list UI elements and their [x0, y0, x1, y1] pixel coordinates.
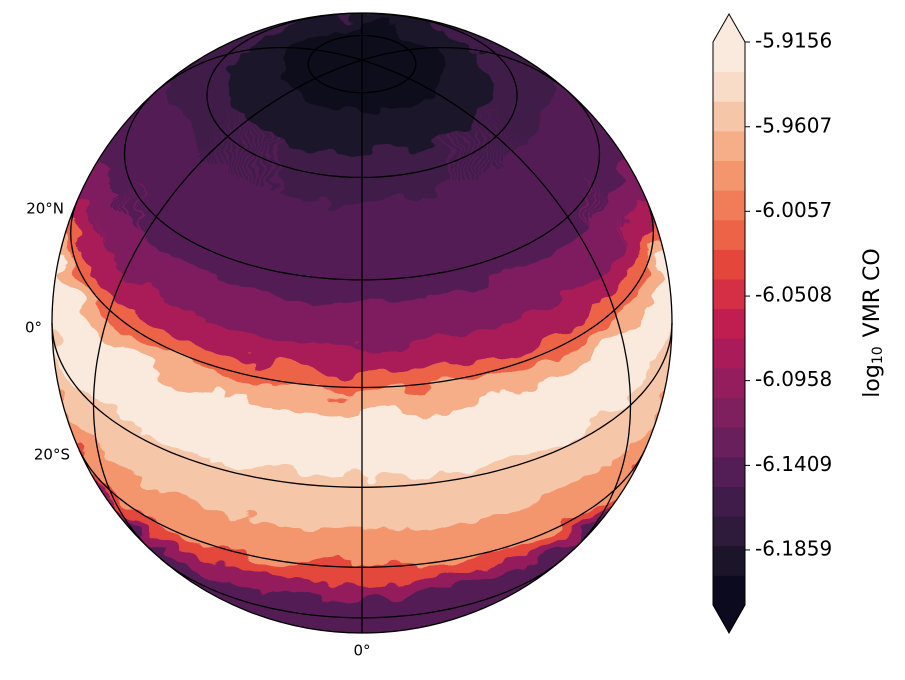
- label-subscript: 10: [870, 346, 886, 364]
- meridian: [152, 46, 363, 95]
- colorbar-tick-label: -6.1409: [755, 452, 832, 476]
- colorbar-tick-label: -5.9156: [755, 29, 832, 53]
- colorbar-step: [713, 397, 745, 428]
- colorbar-step: [713, 71, 745, 102]
- colorbar-step: [713, 279, 745, 310]
- colorbar-step: [713, 516, 745, 547]
- colorbar-tick-label: -6.0508: [755, 283, 832, 307]
- colorbar-step: [713, 338, 745, 369]
- colorbar-step: [713, 308, 745, 339]
- lon-label: 0°: [353, 642, 370, 660]
- colorbar-step: [713, 427, 745, 458]
- colorbar-step: [713, 367, 745, 399]
- globe-outline: [51, 12, 673, 634]
- lat-label: 20°N: [26, 200, 64, 218]
- meridian: [361, 59, 632, 551]
- colorbar-step: [713, 160, 745, 191]
- colorbar-tick-label: -6.0057: [755, 198, 832, 222]
- extend-bottom: [713, 605, 745, 633]
- colorbar-step: [713, 249, 745, 280]
- colorbar-step: [713, 545, 745, 576]
- lat-label: 20°S: [34, 446, 70, 464]
- label-suffix: VMR CO: [860, 248, 885, 337]
- colorbar-step: [713, 486, 745, 517]
- colorbar-step: [713, 42, 745, 73]
- graticule: [51, 12, 673, 633]
- colorbar-step: [713, 101, 745, 132]
- colorbar-step: [713, 575, 745, 606]
- lat-label: 0°: [25, 319, 42, 337]
- field: [52, 13, 672, 633]
- colorbar-step: [713, 130, 745, 162]
- colorbar-tick-label: -6.0958: [755, 367, 832, 391]
- colorbar-step: [713, 190, 745, 221]
- meridian: [361, 46, 572, 95]
- colorbar-label: log10 VMR CO: [860, 248, 886, 397]
- globe: [52, 13, 672, 633]
- colorbar-tick-label: -5.9607: [755, 113, 832, 137]
- meridian: [92, 59, 363, 551]
- extend-top: [713, 14, 745, 42]
- colorbar-step: [713, 219, 745, 250]
- colorbar-outline: [712, 12, 746, 635]
- colorbar: -5.9156 -5.9607 -6.0057 -6.0508 -6.0958 -6.14…: [712, 12, 832, 635]
- colorbar-step: [713, 456, 745, 487]
- colorbar-tick-label: -6.1859: [755, 536, 832, 560]
- label-prefix: log: [860, 364, 885, 398]
